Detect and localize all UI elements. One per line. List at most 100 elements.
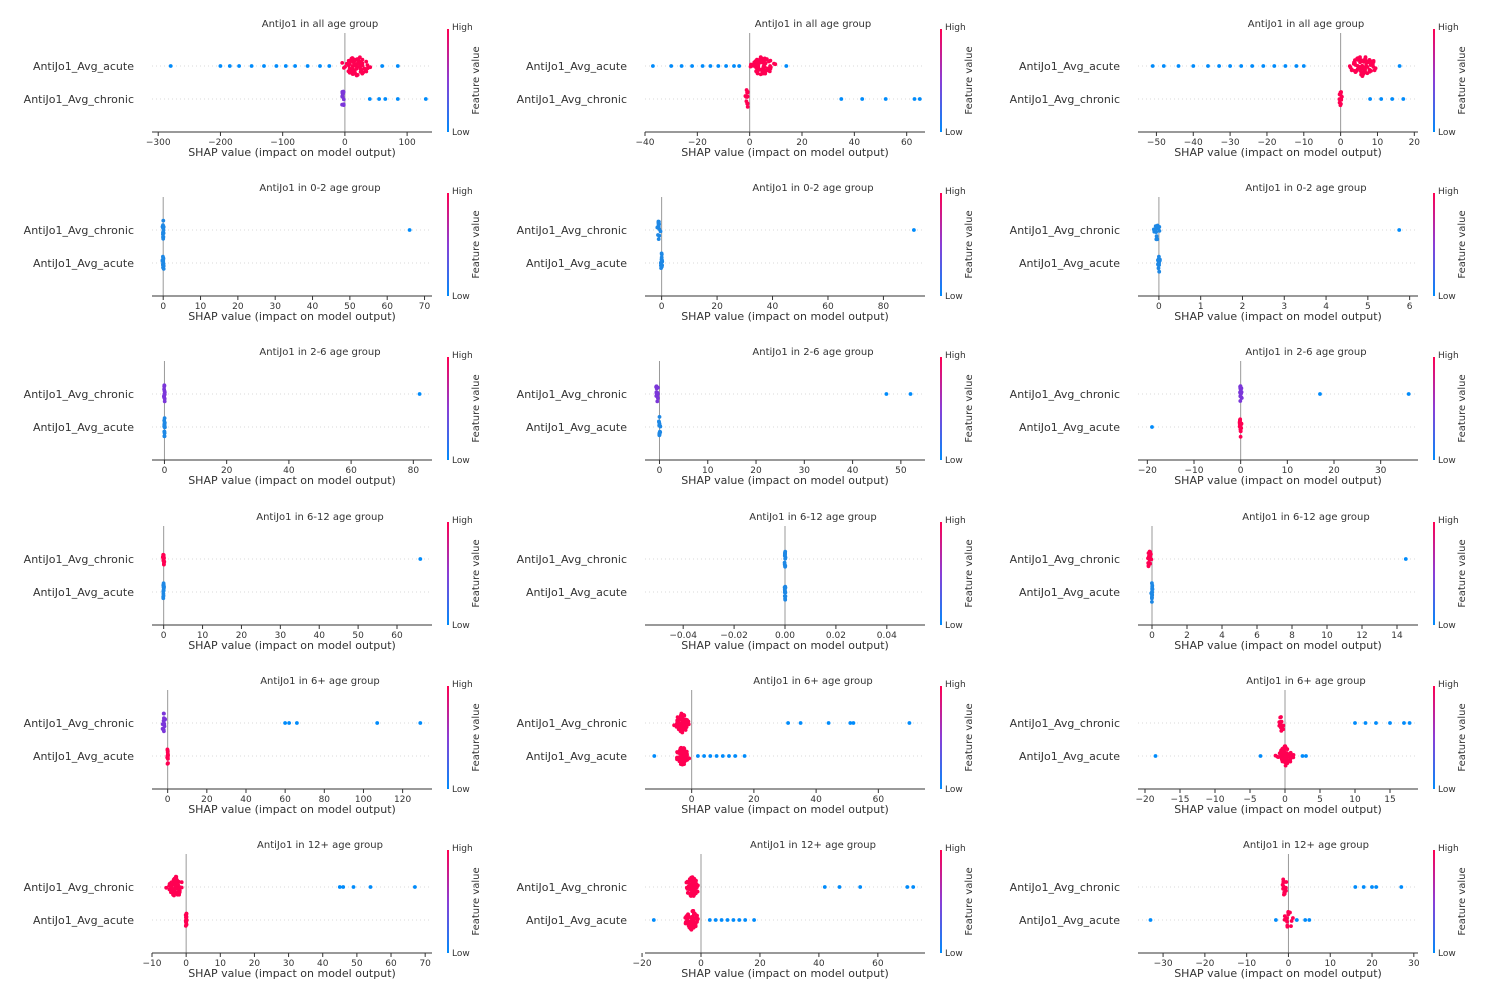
data-point [1358, 59, 1363, 64]
data-point [341, 97, 346, 102]
x-tick-label: 0.00 [775, 631, 795, 641]
data-point [1239, 396, 1244, 400]
data-point [884, 392, 889, 396]
subplot-2: AntiJo1 in all age group AntiJo1_Avg_acut… [517, 19, 975, 159]
subplot-title: AntiJo1 in 12+ age group [750, 840, 876, 851]
x-axis-label: SHAP value (impact on model output) [681, 803, 889, 816]
data-point [798, 721, 803, 725]
colorbar [1433, 522, 1435, 625]
data-point [383, 97, 388, 101]
data-point [654, 391, 659, 395]
x-tick-label: 120 [394, 795, 411, 805]
data-point [318, 64, 322, 68]
data-point [1156, 266, 1161, 271]
data-point [685, 919, 690, 924]
data-point [417, 392, 422, 396]
subplot-title: AntiJo1 in 6-12 age group [1242, 512, 1370, 523]
feature-label: AntiJo1_Avg_acute [33, 586, 134, 599]
data-point [262, 64, 266, 68]
data-point [354, 66, 359, 71]
x-tick-label: 30 [283, 959, 295, 969]
data-point [675, 719, 680, 724]
data-point [166, 761, 170, 766]
x-tick-label: 10 [702, 466, 714, 476]
data-point [1390, 97, 1395, 101]
subplot-title: AntiJo1 in 12+ age group [257, 840, 383, 851]
data-point [1281, 748, 1286, 753]
colorbar-title: Feature value [964, 703, 975, 771]
x-tick-label: 40 [813, 959, 825, 969]
feature-label: AntiJo1_Avg_acute [33, 914, 134, 927]
data-point [1217, 64, 1221, 68]
data-point [677, 755, 682, 759]
x-tick-label: 60 [391, 631, 403, 641]
x-tick-label: 3 [1281, 302, 1287, 312]
data-point [342, 66, 346, 70]
data-point [1289, 924, 1293, 928]
x-axis-label: SHAP value (impact on model output) [188, 310, 396, 323]
data-point [783, 597, 788, 602]
data-point [161, 218, 166, 223]
data-point [756, 58, 761, 62]
data-point [1362, 69, 1366, 74]
data-point [690, 64, 694, 68]
data-point [1288, 754, 1293, 759]
x-tick-label: 0 [689, 795, 695, 805]
data-point [763, 69, 768, 74]
data-point [162, 416, 167, 420]
x-tick-label: −20 [1138, 466, 1157, 476]
data-point [1274, 918, 1278, 922]
x-tick-label: 2 [1184, 631, 1190, 641]
data-point [732, 64, 736, 68]
data-point [423, 97, 428, 101]
data-point [1294, 918, 1299, 922]
data-point [365, 63, 370, 67]
data-point [848, 721, 853, 725]
x-tick-label: 0 [657, 466, 663, 476]
x-tick-label: −10 [1237, 959, 1256, 969]
data-point [907, 721, 912, 725]
colorbar [940, 357, 942, 460]
subplot-15: AntiJo1 in 6+ age group AntiJo1_Avg_chron… [1010, 676, 1468, 816]
data-point [679, 758, 684, 763]
feature-label: AntiJo1_Avg_acute [526, 750, 627, 763]
data-point [1364, 59, 1369, 64]
data-point [1157, 269, 1162, 274]
data-point [1401, 97, 1406, 101]
feature-label: AntiJo1_Avg_chronic [517, 224, 627, 237]
x-tick-label: 8 [1289, 631, 1295, 641]
colorbar-high-label: High [452, 844, 473, 854]
x-tick-label: 60 [345, 466, 357, 476]
x-tick-label: −20 [1195, 959, 1214, 969]
data-point [418, 721, 423, 725]
data-point [766, 67, 770, 71]
data-point [762, 64, 767, 69]
x-axis-label: SHAP value (impact on model output) [188, 639, 396, 652]
data-point [340, 61, 345, 65]
data-point [1281, 884, 1286, 889]
data-point [696, 754, 700, 758]
x-tick-label: 2 [1240, 302, 1246, 312]
x-axis-label: SHAP value (impact on model output) [1174, 803, 1382, 816]
data-point [656, 237, 661, 242]
x-tick-label: 5 [1365, 302, 1371, 312]
feature-label: AntiJo1_Avg_chronic [24, 717, 134, 730]
x-tick-label: −40 [1184, 138, 1203, 148]
subplot-8: AntiJo1 in 2-6 age group AntiJo1_Avg_chro… [517, 347, 975, 487]
data-point [347, 70, 352, 75]
data-point [1304, 754, 1308, 758]
data-point [162, 429, 167, 434]
colorbar-high-label: High [945, 351, 966, 361]
data-point [360, 57, 365, 62]
x-tick-label: 10 [215, 959, 227, 969]
data-point [1237, 424, 1242, 429]
data-point [287, 721, 291, 725]
data-point [349, 67, 353, 71]
data-point [1407, 721, 1412, 725]
data-point [168, 64, 173, 68]
colorbar-high-label: High [1438, 844, 1459, 854]
data-point [218, 64, 223, 68]
x-tick-label: 40 [307, 302, 319, 312]
x-tick-label: 50 [344, 302, 356, 312]
data-point [713, 918, 718, 922]
